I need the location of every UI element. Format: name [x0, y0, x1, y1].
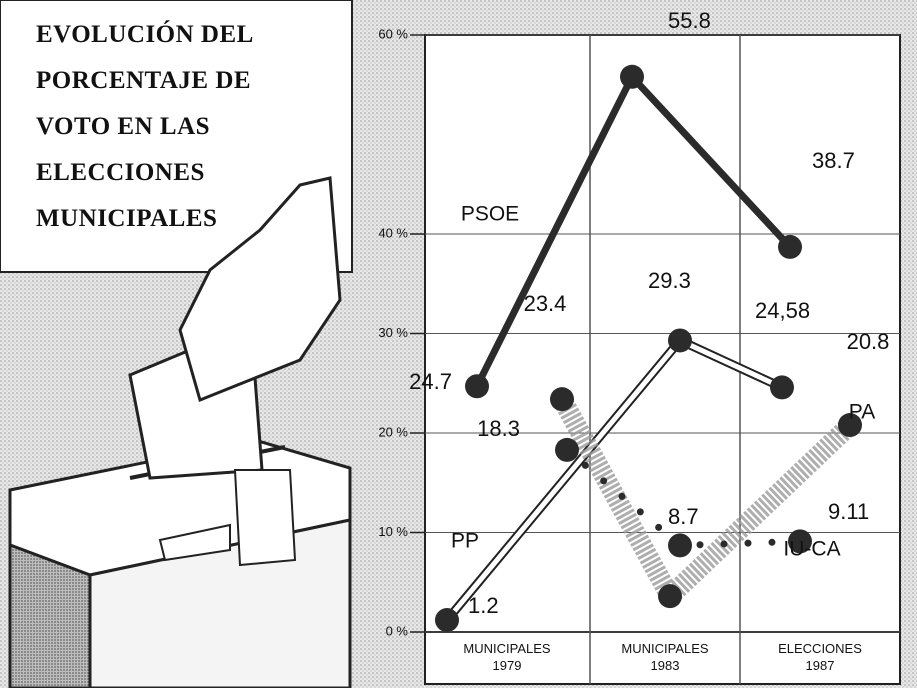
value-label: 29.3 [648, 268, 691, 293]
series-label: PA [849, 401, 875, 424]
value-label: 20.8 [847, 329, 890, 354]
point [550, 387, 574, 412]
value-label: 1.2 [468, 593, 499, 618]
point [435, 608, 459, 633]
point [778, 234, 802, 259]
point [788, 529, 812, 554]
illustration [0, 0, 353, 688]
point [465, 374, 489, 399]
x-tick-label: MUNICIPALES 1983 [621, 641, 709, 673]
y-tick-label: 40 % [378, 225, 408, 240]
value-label: 8.7 [668, 504, 699, 529]
point [658, 584, 682, 609]
y-tick-label: 20 % [378, 424, 408, 439]
point [668, 533, 692, 558]
value-label: 24.7 [409, 369, 452, 394]
series-label: PSOE [461, 203, 519, 226]
series-label: PP [451, 530, 479, 553]
y-tick-label: 60 % [378, 26, 408, 41]
series-line [553, 394, 857, 613]
x-tick-label: MUNICIPALES 1979 [463, 641, 551, 673]
y-tick-label: 0 % [386, 623, 409, 638]
series-label: IU-CA [783, 538, 840, 561]
point [555, 437, 579, 462]
chart-title: EVOLUCIÓN DEL PORCENTAJE DE VOTO EN LAS … [36, 21, 254, 232]
category-strip [424, 631, 901, 685]
value-label: 24,58 [755, 298, 810, 323]
value-label: 38.7 [812, 148, 855, 173]
point [838, 413, 862, 438]
value-label: 18.3 [477, 416, 520, 441]
y-tick-label: 30 % [378, 325, 408, 340]
series-line [563, 446, 804, 549]
x-tick-label: ELECCIONES 1987 [778, 641, 862, 673]
value-label: 23.4 [524, 291, 567, 316]
point [770, 375, 794, 400]
point [620, 64, 644, 89]
value-label: 55.8 [668, 8, 711, 33]
y-tick-label: 10 % [378, 524, 408, 539]
value-label: 9.11 [828, 499, 869, 524]
point [668, 328, 692, 353]
